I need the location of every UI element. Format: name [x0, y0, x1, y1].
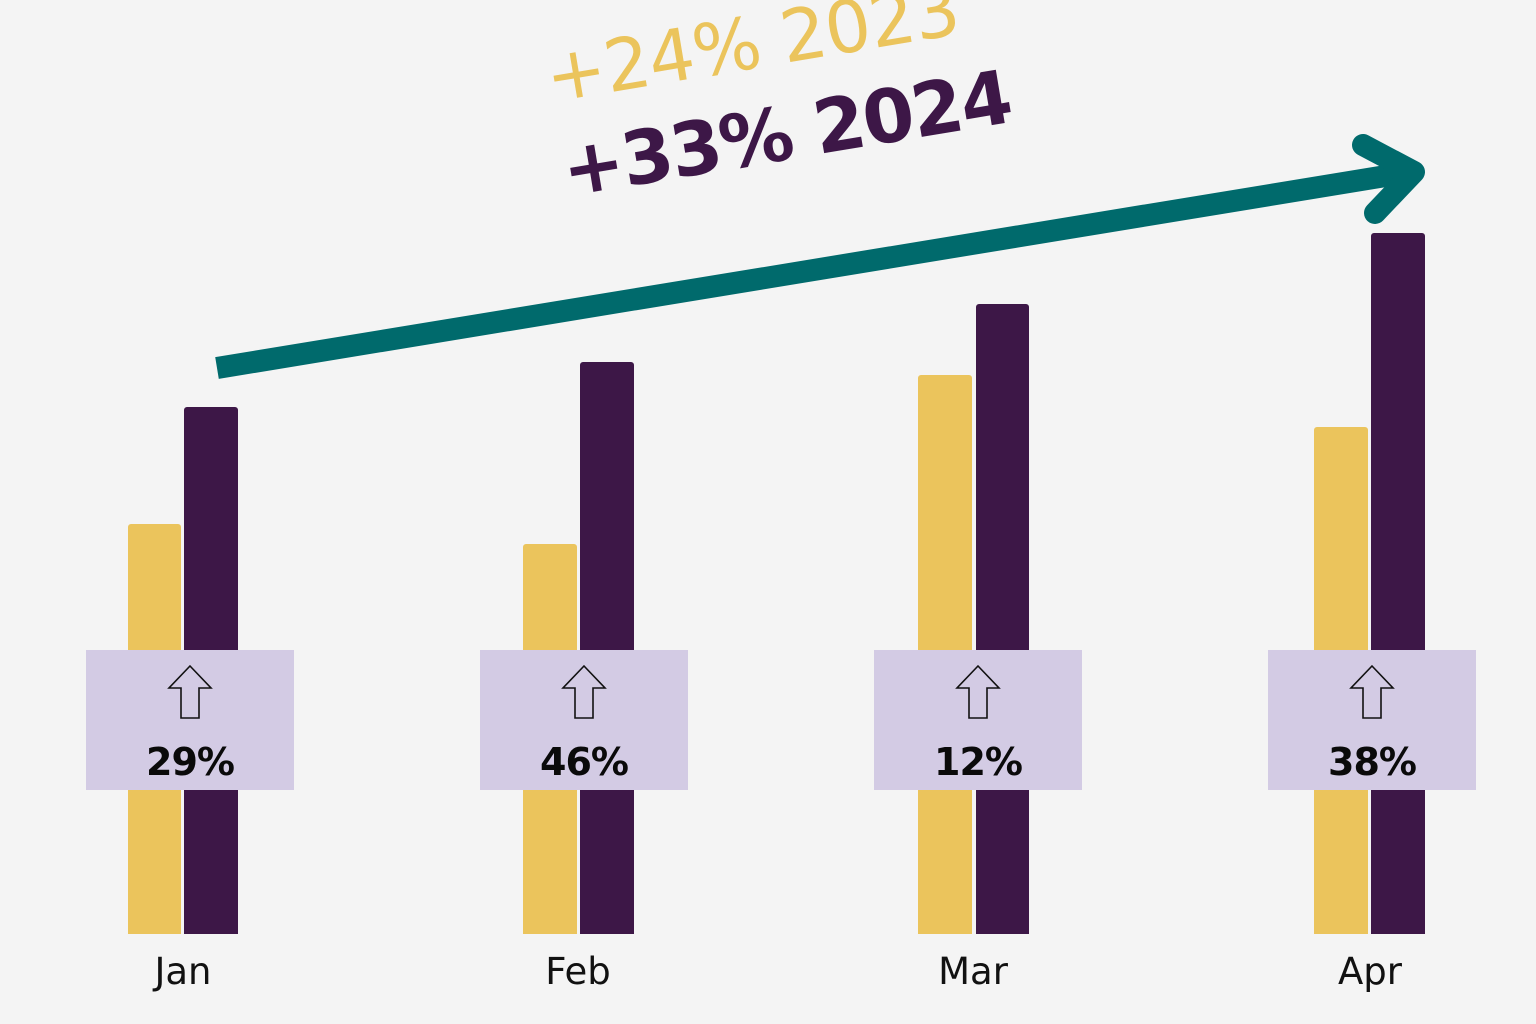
growth-percent-mar: 12% [934, 740, 1023, 784]
growth-badge-feb: 46% [480, 650, 688, 790]
growth-percent-jan: 29% [146, 740, 235, 784]
bar-feb-2024 [580, 362, 634, 934]
arrow-up-outline-icon [167, 664, 213, 719]
growth-badge-mar: 12% [874, 650, 1082, 790]
arrow-up-outline-icon [561, 664, 607, 719]
growth-percent-apr: 38% [1328, 740, 1417, 784]
bar-apr-2024 [1371, 233, 1425, 934]
bar-mar-2024 [976, 304, 1029, 934]
x-tick-apr: Apr [1337, 950, 1402, 993]
x-tick-jan: Jan [154, 950, 212, 993]
growth-percent-feb: 46% [540, 740, 629, 784]
growth-badge-jan: 29% [86, 650, 294, 790]
arrow-up-outline-icon [1349, 664, 1395, 719]
x-tick-mar: Mar [938, 950, 1008, 993]
arrow-up-outline-icon [955, 664, 1001, 719]
growth-badge-apr: 38% [1268, 650, 1476, 790]
x-tick-feb: Feb [545, 950, 611, 993]
